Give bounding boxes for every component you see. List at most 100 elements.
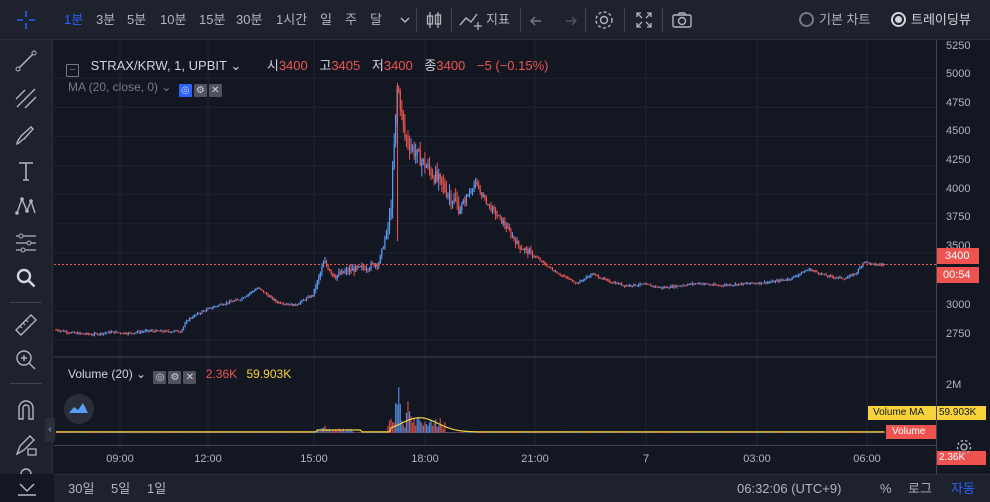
volume-ma-axis-value: 59.903K — [937, 406, 986, 420]
ma-title[interactable]: MA (20, close, 0) — [68, 80, 159, 94]
volume-axis-value: 2.36K — [937, 451, 986, 465]
interval-4[interactable]: 15분 — [199, 12, 226, 27]
volume-bar — [465, 432, 467, 434]
collapse-icon[interactable]: – — [66, 64, 79, 77]
clock[interactable]: 06:32:06 (UTC+9) — [737, 481, 842, 496]
interval-8[interactable]: 주 — [345, 12, 357, 27]
tradingview-label[interactable]: 트레이딩뷰 — [911, 12, 971, 27]
volume-bar — [873, 432, 875, 433]
axis-settings-icon[interactable] — [943, 439, 972, 467]
candle-body — [613, 282, 615, 284]
time-axis[interactable]: 09:00 12:00 15:00 18:00 21:00 7 03:00 06:00 — [54, 445, 985, 474]
range-0[interactable]: 30일 — [68, 481, 95, 496]
volume-bar — [734, 432, 736, 433]
candle-body — [401, 108, 403, 112]
volume-visibility-icon[interactable]: ◎ — [153, 371, 167, 384]
undo-icon[interactable] — [527, 8, 551, 32]
volume-bar — [408, 411, 411, 433]
candlestick-icon[interactable] — [422, 8, 446, 32]
candle-body — [241, 297, 243, 300]
fullscreen-icon[interactable] — [632, 8, 656, 32]
interval-1[interactable]: 3분 — [96, 12, 116, 27]
ma-chevron-icon[interactable]: ⌄ — [161, 80, 172, 94]
interval-3[interactable]: 10분 — [160, 12, 187, 27]
redo-icon[interactable] — [556, 8, 580, 32]
log-toggle[interactable]: 로그 — [908, 481, 932, 496]
candle-body — [820, 273, 823, 275]
volume-bar — [783, 432, 786, 433]
volume-bar — [447, 432, 449, 434]
symbol-chevron-icon[interactable]: ⌄ — [230, 58, 242, 73]
forecast-icon[interactable] — [13, 230, 39, 256]
tradingview-logo[interactable] — [64, 394, 94, 424]
price-axis[interactable]: 5250 5000 4750 4500 4250 4000 3750 3500 3000 2750… — [936, 40, 990, 474]
volume-ma-tag: Volume MA — [868, 406, 936, 420]
volume-bar — [862, 432, 864, 434]
ruler-icon[interactable] — [13, 312, 39, 338]
interval-9[interactable]: 달 — [370, 12, 382, 27]
volume-bar — [677, 432, 680, 434]
trend-line-icon[interactable] — [13, 48, 39, 74]
candle-body — [736, 283, 738, 286]
interval-6[interactable]: 1시간 — [276, 12, 308, 27]
volume-bar — [58, 432, 60, 434]
candle-body — [198, 313, 200, 315]
indicators-icon[interactable] — [458, 8, 482, 32]
volume-bar — [93, 432, 96, 433]
volume-chevron-icon[interactable]: ⌄ — [136, 367, 147, 381]
zoom-search-icon[interactable] — [13, 265, 39, 291]
candle-body — [126, 333, 128, 335]
chart-pane[interactable]: – STRAX/KRW, 1, UPBIT ⌄ 시3400 고3405 저340… — [45, 40, 936, 445]
volume-remove-icon[interactable]: ✕ — [183, 371, 197, 384]
tradingview-radio[interactable] — [891, 12, 906, 27]
price-tick: 4000 — [946, 183, 971, 195]
volume-settings-icon[interactable]: ⚙ — [168, 371, 182, 384]
interval-7[interactable]: 일 — [320, 12, 332, 27]
volume-bar — [833, 432, 835, 434]
scroll-down-icon[interactable] — [14, 478, 40, 498]
lock-icon[interactable] — [13, 466, 39, 474]
interval-0[interactable]: 1분 — [64, 12, 84, 27]
ma-visibility-icon[interactable]: ◎ — [178, 84, 192, 97]
text-icon[interactable] — [13, 158, 39, 184]
crosshair-icon[interactable] — [14, 8, 38, 32]
basic-chart-radio[interactable] — [799, 12, 814, 27]
chevron-down-icon[interactable] — [393, 8, 417, 32]
ma-settings-icon[interactable]: ⚙ — [193, 84, 207, 97]
zoom-in-icon[interactable] — [13, 347, 39, 373]
candle-body — [405, 136, 408, 139]
range-2[interactable]: 1일 — [147, 481, 167, 496]
candle-body — [673, 285, 675, 288]
interval-5[interactable]: 30분 — [236, 12, 263, 27]
brush-icon[interactable] — [13, 122, 39, 148]
candle-body — [101, 332, 103, 335]
basic-chart-label[interactable]: 기본 차트 — [819, 12, 871, 27]
indicators-button[interactable]: 지표 — [486, 12, 510, 27]
volume-bar — [421, 423, 423, 433]
price-chart-svg[interactable] — [54, 40, 936, 445]
volume-bar — [144, 432, 146, 433]
ma-remove-icon[interactable]: ✕ — [208, 84, 222, 97]
fib-tool-icon[interactable] — [13, 85, 39, 111]
candle-body — [697, 283, 700, 285]
range-1[interactable]: 5일 — [111, 481, 131, 496]
volume-bar — [716, 432, 718, 433]
camera-icon[interactable] — [670, 8, 694, 32]
interval-2[interactable]: 5분 — [127, 12, 147, 27]
symbol-title[interactable]: STRAX/KRW, 1, UPBIT — [90, 58, 227, 73]
lock-draw-icon[interactable] — [13, 432, 39, 458]
candle-body — [691, 283, 693, 285]
pattern-icon[interactable] — [13, 193, 39, 219]
volume-bar — [676, 432, 678, 433]
magnet-icon[interactable] — [13, 397, 39, 423]
percent-toggle[interactable]: % — [880, 481, 892, 496]
collapse-toolbar-icon[interactable]: ‹ — [45, 418, 55, 442]
candle-body — [745, 283, 747, 285]
volume-title[interactable]: Volume (20) — [68, 367, 133, 381]
candle-body — [259, 287, 262, 290]
candle-body — [282, 303, 285, 305]
volume-bar — [533, 432, 535, 434]
auto-toggle[interactable]: 자동 — [951, 481, 975, 496]
volume-bar — [475, 432, 477, 434]
settings-gear-icon[interactable] — [592, 8, 616, 32]
